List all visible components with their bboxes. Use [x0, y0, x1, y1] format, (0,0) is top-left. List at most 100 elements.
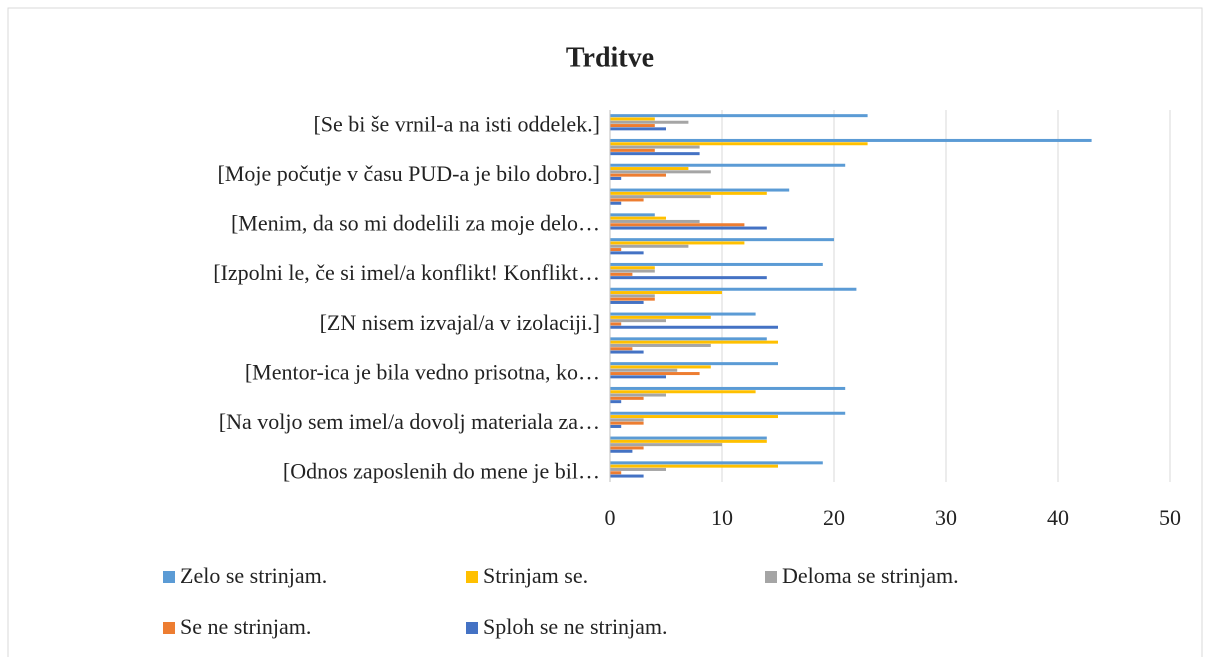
bar: [610, 188, 790, 192]
bar: [610, 365, 711, 369]
bar: [610, 251, 644, 255]
bar: [610, 421, 644, 425]
bar: [610, 148, 655, 152]
legend-label: Se ne strinjam.: [180, 614, 311, 639]
bar: [610, 322, 622, 326]
bar: [610, 350, 644, 354]
bar: [610, 269, 655, 273]
bar: [610, 411, 846, 415]
bar: [610, 312, 756, 316]
bar: [610, 393, 666, 397]
bar: [610, 300, 644, 304]
legend-label: Sploh se ne strinjam.: [483, 614, 668, 639]
bar: [610, 386, 846, 390]
bar: [610, 449, 633, 453]
x-tick-label: 30: [935, 505, 957, 530]
bar: [610, 248, 622, 252]
x-tick-label: 20: [823, 505, 845, 530]
bar: [610, 272, 633, 276]
bar: [610, 138, 1092, 142]
legend-label: Zelo se strinjam.: [180, 563, 327, 588]
bar: [610, 241, 745, 245]
bar: [610, 114, 868, 118]
bar: [610, 219, 700, 223]
x-tick-label: 40: [1047, 505, 1069, 530]
bar: [610, 362, 778, 366]
bar: [610, 372, 700, 376]
bar: [610, 127, 666, 131]
bar: [610, 418, 644, 422]
bar: [610, 262, 823, 266]
bar: [610, 343, 711, 347]
y-tick-label: [Moje počutje v času PUD-a je bilo dobro…: [218, 161, 600, 186]
bar: [610, 443, 722, 447]
y-tick-label: [Odnos zaposlenih do mene je bil…: [283, 459, 600, 484]
bar: [610, 117, 655, 121]
bar: [610, 198, 644, 202]
legend-swatch: [765, 571, 777, 583]
bar: [610, 276, 767, 280]
bar: [610, 461, 823, 465]
bar: [610, 291, 722, 295]
bar: [610, 213, 655, 217]
chart-border: [7, 7, 1203, 657]
bar: [610, 173, 666, 177]
legend-swatch: [163, 571, 175, 583]
bar: [610, 152, 700, 156]
bar: [610, 375, 666, 379]
bar: [610, 124, 655, 128]
legend-swatch: [466, 622, 478, 634]
y-tick-label: [ZN nisem izvajal/a v izolaciji.]: [320, 310, 600, 335]
y-tick-label: [Se bi še vrnil-a na isti oddelek.]: [313, 111, 600, 136]
bar: [610, 167, 689, 171]
legend-swatch: [466, 571, 478, 583]
bar: [610, 464, 778, 468]
bar: [610, 474, 644, 478]
bar: [610, 368, 678, 372]
bar: [610, 400, 622, 404]
x-tick-label: 10: [711, 505, 733, 530]
bar: [610, 325, 778, 329]
bar: [610, 226, 767, 230]
bar: [610, 340, 778, 344]
bar: [610, 319, 666, 323]
bar: [610, 238, 834, 242]
chart-title: Trditve: [566, 42, 654, 73]
bar: [610, 347, 633, 351]
bar: [610, 120, 689, 124]
bar: [610, 337, 767, 341]
bar: [610, 439, 767, 443]
bar: [610, 163, 846, 167]
x-tick-label: 50: [1159, 505, 1181, 530]
bar: [610, 201, 622, 205]
bar: [610, 446, 644, 450]
bar: [610, 244, 689, 248]
bar: [610, 223, 745, 227]
legend-label: Strinjam se.: [483, 563, 588, 588]
bar: [610, 216, 666, 220]
y-tick-label: [Izpolni le, če si imel/a konflikt! Konf…: [213, 260, 600, 285]
legend-swatch: [163, 622, 175, 634]
bar: [610, 170, 711, 174]
y-tick-label: [Mentor-ica je bila vedno prisotna, ko…: [245, 359, 600, 384]
bar: [610, 467, 666, 471]
bar: [610, 176, 622, 180]
bar: [610, 142, 868, 146]
bar: [610, 266, 655, 270]
bar: [610, 436, 767, 440]
y-tick-label: [Na voljo sem imel/a dovolj materiala za…: [219, 409, 600, 434]
bar: [610, 294, 655, 298]
y-tick-label: [Menim, da so mi dodelili za moje delo…: [231, 211, 600, 236]
bar: [610, 297, 655, 301]
bar: [610, 390, 756, 394]
bar: [610, 471, 622, 475]
bar: [610, 424, 622, 428]
x-tick-label: 0: [605, 505, 616, 530]
bar: [610, 195, 711, 199]
bar: [610, 145, 700, 149]
bar: [610, 287, 857, 291]
bar: [610, 315, 711, 319]
legend-label: Deloma se strinjam.: [782, 563, 959, 588]
bar: [610, 415, 778, 419]
